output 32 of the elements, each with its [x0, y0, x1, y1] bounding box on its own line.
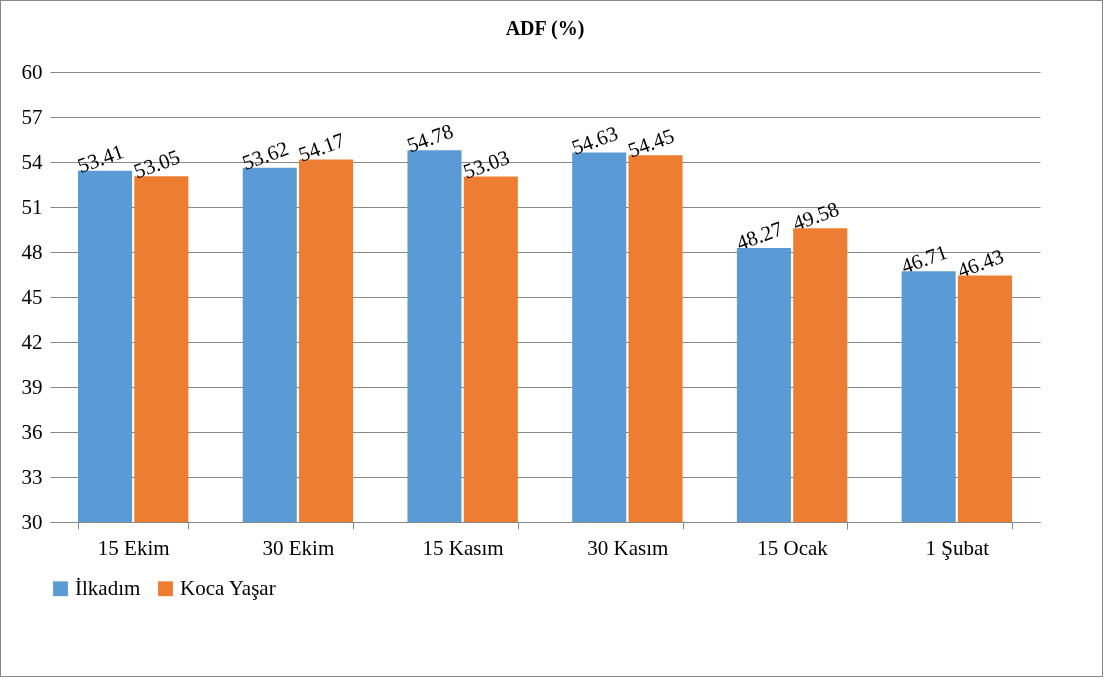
- y-tick-label: 33: [21, 464, 43, 489]
- data-label: 46.71: [897, 239, 951, 279]
- y-tick-label: 48: [21, 239, 43, 264]
- x-tick-label: 15 Ocak: [757, 535, 829, 560]
- y-tick-label: 54: [21, 149, 43, 174]
- x-tick-label: 30 Ekim: [262, 535, 335, 560]
- y-tick-label: 57: [21, 104, 43, 129]
- legend-label: Koca Yaşar: [180, 575, 276, 600]
- data-label: 54.78: [403, 118, 457, 158]
- y-tick-label: 60: [21, 59, 43, 84]
- legend-label: İlkadım: [75, 575, 141, 600]
- y-tick-label: 39: [21, 374, 43, 399]
- x-tick-label: 15 Ekim: [97, 535, 170, 560]
- data-label: 53.62: [239, 136, 292, 175]
- y-tick-label: 45: [21, 284, 43, 309]
- y-tick-label: 42: [21, 329, 43, 354]
- data-label: 53.03: [460, 144, 513, 184]
- x-tick-label: 1 Şubat: [925, 535, 990, 560]
- data-label: 53.05: [130, 144, 184, 184]
- data-label: 54.63: [568, 120, 622, 160]
- data-label: 48.27: [733, 216, 786, 256]
- y-tick-label: 30: [21, 509, 43, 534]
- data-label: 49.58: [789, 196, 843, 236]
- y-tick-label: 36: [21, 419, 43, 444]
- y-tick-label: 51: [21, 194, 43, 219]
- data-label: 53.41: [74, 139, 127, 178]
- data-label: 46.43: [954, 243, 1007, 283]
- data-label: 54.45: [624, 123, 678, 163]
- chart-title: ADF (%): [505, 17, 585, 40]
- x-tick-label: 30 Kasım: [587, 535, 669, 560]
- x-tick-label: 15 Kasım: [422, 535, 504, 560]
- data-label: 54.17: [295, 127, 348, 167]
